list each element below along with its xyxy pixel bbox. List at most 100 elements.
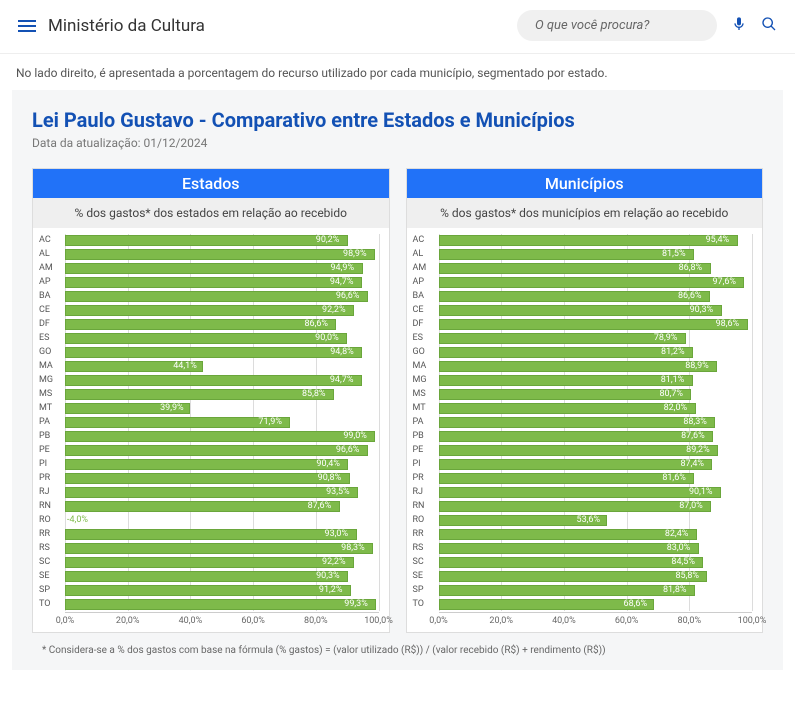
search-icon[interactable] <box>761 16 777 36</box>
bar <box>439 543 699 554</box>
x-axis-tick: 40,0% <box>179 616 203 626</box>
y-axis-label: PR <box>39 472 63 485</box>
bar-row: RJ93,5% <box>65 486 379 499</box>
bar <box>439 347 694 358</box>
y-axis-label: RO <box>413 514 437 527</box>
bar-row: SE90,3% <box>65 570 379 583</box>
bar-row: SP81,8% <box>439 584 753 597</box>
value-label: 90,3% <box>690 304 714 317</box>
y-axis-label: ES <box>39 332 63 345</box>
y-axis-label: SP <box>39 584 63 597</box>
value-label: 96,6% <box>336 444 360 457</box>
bar <box>439 501 712 512</box>
y-axis-label: AM <box>413 262 437 275</box>
bar <box>439 361 718 372</box>
y-axis-label: BA <box>39 290 63 303</box>
bar <box>65 585 351 596</box>
value-label: 87,6% <box>681 430 705 443</box>
y-axis-label: SE <box>413 570 437 583</box>
y-axis-label: RN <box>39 500 63 513</box>
chart-card: Municípios% dos gastos* dos municípios e… <box>406 168 764 633</box>
x-axis-tick: 0,0% <box>429 616 447 626</box>
footnote: * Considera-se a % dos gastos com base n… <box>32 645 763 656</box>
bar-row: RN87,6% <box>65 500 379 513</box>
value-label: 83,0% <box>667 542 691 555</box>
value-label: 68,6% <box>624 598 648 611</box>
y-axis-label: ES <box>413 332 437 345</box>
y-axis-label: MG <box>39 374 63 387</box>
y-axis-label: RS <box>39 542 63 555</box>
value-label: 88,3% <box>683 416 707 429</box>
value-label: 84,5% <box>671 556 695 569</box>
value-label: 99,3% <box>344 598 368 611</box>
chart-subheader: % dos gastos* dos estados em relação ao … <box>33 198 389 228</box>
bar <box>65 249 375 260</box>
bar <box>65 263 363 274</box>
bar <box>65 543 373 554</box>
bar <box>439 445 719 456</box>
value-label: 98,3% <box>341 542 365 555</box>
value-label: 99,0% <box>343 430 367 443</box>
bar-row: RN87,0% <box>439 500 753 513</box>
y-axis-label: MT <box>413 402 437 415</box>
value-label: 95,4% <box>706 234 730 247</box>
bar <box>65 529 357 540</box>
x-axis-tick: 60,0% <box>615 616 639 626</box>
menu-icon[interactable] <box>18 20 36 32</box>
bar <box>439 375 693 386</box>
y-axis-label: PB <box>413 430 437 443</box>
value-label: 94,7% <box>330 276 354 289</box>
y-axis-label: PR <box>413 472 437 485</box>
bar-row: DF98,6% <box>439 318 753 331</box>
bar-row: PB87,6% <box>439 430 753 443</box>
plot-area: AC90,2%AL98,9%AM94,9%AP94,7%BA96,6%CE92,… <box>65 234 379 611</box>
x-axis-tick: 100,0% <box>364 616 393 626</box>
bar-row: PR81,6% <box>439 472 753 485</box>
bar <box>439 333 686 344</box>
y-axis-label: MA <box>39 360 63 373</box>
value-label: 98,9% <box>343 248 367 261</box>
y-axis-label: AP <box>39 276 63 289</box>
y-axis-label: RO <box>39 514 63 527</box>
y-axis-label: AL <box>39 248 63 261</box>
bar <box>65 445 368 456</box>
value-label: 86,6% <box>678 290 702 303</box>
microphone-icon[interactable] <box>731 16 747 36</box>
plot-area: AC95,4%AL81,5%AM86,8%AP97,6%BA86,6%CE90,… <box>439 234 753 611</box>
value-label: 81,6% <box>662 472 686 485</box>
x-axis-tick: 80,0% <box>678 616 702 626</box>
bar <box>439 585 695 596</box>
value-label: 90,8% <box>318 472 342 485</box>
bar <box>65 235 348 246</box>
bar <box>439 305 722 316</box>
search-input[interactable]: O que você procura? <box>517 10 717 41</box>
bar <box>65 291 368 302</box>
bar-row: AL81,5% <box>439 248 753 261</box>
y-axis-label: AC <box>413 234 437 247</box>
value-label: 92,2% <box>322 556 346 569</box>
bar-row: GO81,2% <box>439 346 753 359</box>
value-label: 90,4% <box>316 458 340 471</box>
y-axis-label: PE <box>413 444 437 457</box>
bar <box>439 249 695 260</box>
value-label: 81,5% <box>662 248 686 261</box>
bar-row: PI90,4% <box>65 458 379 471</box>
y-axis-label: RR <box>39 528 63 541</box>
bar <box>439 417 716 428</box>
y-axis-label: AM <box>39 262 63 275</box>
chart-header: Estados <box>33 169 389 198</box>
bar <box>65 571 348 582</box>
value-label: 39,9% <box>160 402 184 415</box>
value-label: 78,9% <box>654 332 678 345</box>
y-axis-label: RJ <box>39 486 63 499</box>
bar-row: AL98,9% <box>65 248 379 261</box>
y-axis-label: CE <box>39 304 63 317</box>
y-axis-label: AC <box>39 234 63 247</box>
bar-row: PR90,8% <box>65 472 379 485</box>
bar <box>439 459 713 470</box>
bar-row: MG81,1% <box>439 374 753 387</box>
y-axis-label: GO <box>413 346 437 359</box>
bar <box>65 333 347 344</box>
y-axis-label: AP <box>413 276 437 289</box>
bar <box>65 487 358 498</box>
